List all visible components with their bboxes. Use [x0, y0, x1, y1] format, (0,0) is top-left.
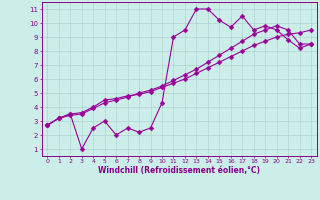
X-axis label: Windchill (Refroidissement éolien,°C): Windchill (Refroidissement éolien,°C): [98, 166, 260, 175]
